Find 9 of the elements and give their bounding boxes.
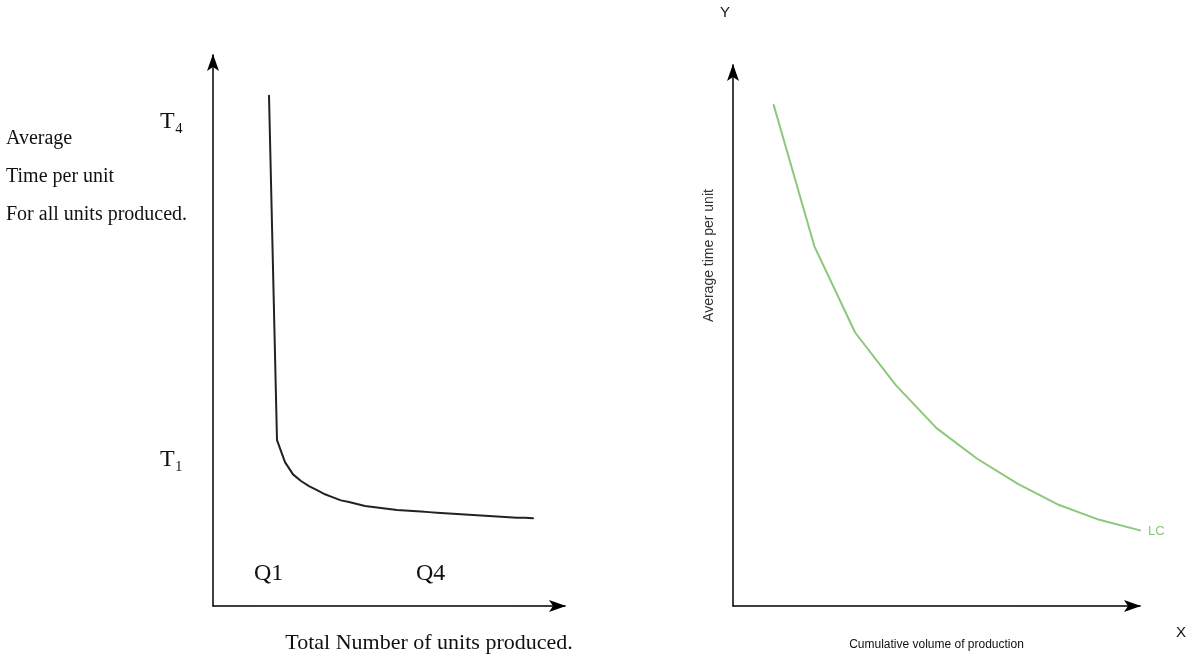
- y-axis-title: Average time per unit: [700, 188, 716, 322]
- text: X: [1176, 623, 1187, 640]
- annotation: Q1: [254, 559, 284, 585]
- x-axis-title: Total Number of units produced.: [285, 628, 573, 654]
- text: Y: [720, 3, 731, 20]
- annotation: Q4: [416, 559, 446, 585]
- x-axis-title: Cumulative volume of production: [849, 637, 1024, 651]
- series-label: LC: [1148, 522, 1165, 538]
- text: T₁: [160, 445, 184, 471]
